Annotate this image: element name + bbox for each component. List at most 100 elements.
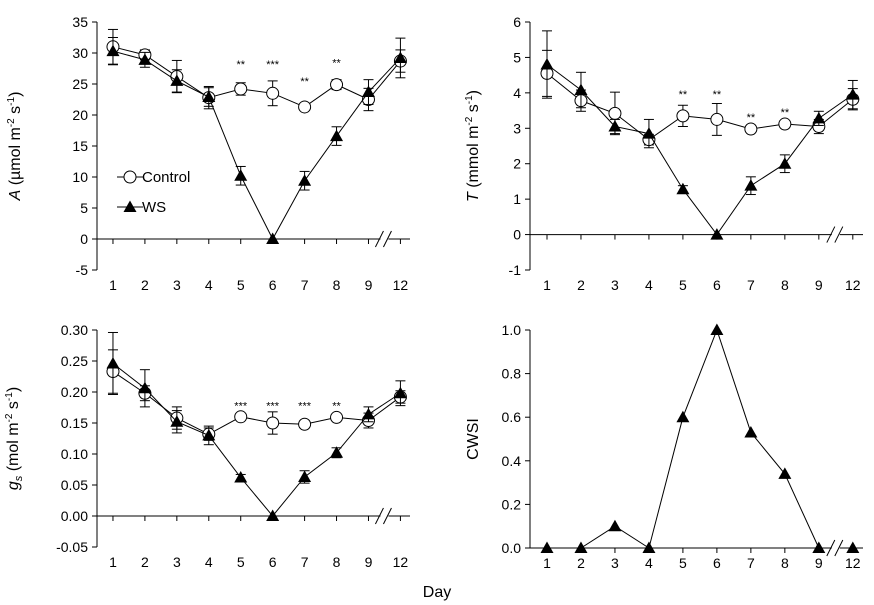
y-tick-label: 2: [513, 156, 521, 172]
control-point: [234, 82, 248, 96]
y-tick-label: 0.0: [502, 540, 522, 556]
axis-break-mark: [375, 507, 384, 525]
y-axis-label: gs (mol m-2 s-1): [4, 387, 25, 490]
x-tick-label: 12: [393, 554, 409, 570]
y-tick-label: 0.15: [61, 415, 88, 431]
legend-ws-marker: [123, 200, 137, 212]
x-tick-label: 7: [747, 277, 755, 293]
y-tick-label: -5: [76, 262, 89, 278]
significance-label: ***: [266, 400, 280, 412]
x-tick-label: 6: [713, 277, 721, 293]
control-point: [744, 122, 758, 136]
y-tick-label: 3: [513, 120, 521, 136]
ws-point: [812, 541, 826, 553]
x-tick-label: 7: [301, 277, 309, 293]
y-tick-label: 0.8: [502, 366, 522, 382]
ws-point: [393, 386, 407, 399]
ws-point: [170, 74, 184, 86]
ws-point: [744, 179, 758, 191]
x-tick-label: 9: [815, 277, 823, 293]
x-tick-label: 4: [645, 277, 653, 293]
control-point: [298, 100, 312, 114]
significance-label: ***: [298, 400, 312, 412]
control-point: [608, 106, 622, 120]
x-tick-label: 12: [393, 277, 409, 293]
x-tick-label: 8: [781, 555, 789, 571]
ws-point: [710, 323, 724, 335]
ws-point: [361, 407, 375, 420]
y-tick-label: 0: [513, 227, 521, 243]
x-axis-label: Day: [423, 584, 451, 601]
x-tick-label: 1: [543, 277, 551, 293]
ws-point: [138, 381, 152, 394]
significance-label: ***: [266, 59, 280, 71]
x-tick-label: 3: [611, 277, 619, 293]
x-tick-label: 7: [301, 554, 309, 570]
x-tick-label: 6: [269, 554, 277, 570]
significance-label: **: [332, 58, 341, 70]
x-tick-label: 12: [845, 555, 861, 571]
x-tick-label: 4: [645, 555, 653, 571]
x-tick-label: 8: [333, 554, 341, 570]
y-tick-label: 6: [513, 14, 521, 30]
ws-series-line: [112, 50, 401, 241]
y-tick-label: 1.0: [502, 322, 522, 338]
ws-point: [202, 90, 216, 103]
axis-break-mark: [826, 226, 836, 243]
y-tick-label: 1: [513, 191, 521, 207]
ws-series-line: [546, 328, 820, 549]
y-tick-label: 4: [513, 85, 521, 101]
x-tick-label: 8: [333, 277, 341, 293]
ws-point: [676, 182, 690, 195]
y-axis-label: T (mmol m-2 s-1): [464, 90, 482, 202]
ws-point: [106, 44, 120, 57]
y-axis-label: CWSI: [465, 418, 482, 460]
x-tick-label: 5: [679, 277, 687, 293]
ws-point: [266, 232, 280, 244]
y-tick-label: 0.2: [502, 496, 522, 512]
control-point: [778, 117, 792, 131]
x-tick-label: 2: [577, 555, 585, 571]
x-tick-label: 6: [269, 277, 277, 293]
x-tick-label: 1: [109, 277, 117, 293]
x-tick-label: 1: [109, 554, 117, 570]
x-tick-label: 7: [747, 555, 755, 571]
x-tick-label: 2: [141, 277, 149, 293]
y-tick-label: 0.4: [502, 453, 522, 469]
control-point: [676, 109, 690, 123]
y-tick-label: 30: [72, 45, 88, 61]
ws-point: [676, 410, 690, 423]
ws-point: [812, 111, 826, 124]
axis-break-mark: [383, 230, 392, 248]
ws-series-line: [546, 64, 854, 236]
control-series-line: [112, 46, 401, 108]
ws-point: [744, 425, 758, 438]
significance-label: ***: [234, 400, 248, 412]
ws-point: [234, 169, 248, 181]
significance-label: **: [300, 76, 309, 88]
y-tick-label: 15: [72, 138, 88, 154]
ws-series-line: [112, 363, 401, 517]
x-tick-label: 6: [713, 555, 721, 571]
significance-label: **: [781, 107, 790, 119]
significance-label: **: [747, 112, 756, 124]
ws-point: [608, 519, 622, 532]
significance-label: **: [679, 89, 688, 101]
ws-point: [608, 120, 622, 132]
control-point: [330, 78, 344, 92]
ws-point: [330, 446, 344, 458]
ws-point: [778, 157, 792, 169]
panel-stomatal-conductance: -0.050.000.050.100.150.200.250.301 2 3 4 5 6 7…: [4, 322, 410, 570]
axis-break-mark: [834, 539, 844, 557]
y-axis-label: A (µmol m-2 s-1): [6, 92, 24, 202]
x-tick-label: 4: [205, 554, 213, 570]
x-tick-label: 3: [173, 554, 181, 570]
significance-label: **: [713, 89, 722, 101]
control-series-line: [112, 371, 401, 435]
ws-point: [574, 83, 588, 96]
x-tick-label: 12: [845, 277, 861, 293]
control-point: [330, 410, 344, 424]
y-tick-label: 5: [80, 200, 88, 216]
y-tick-label: 0: [80, 231, 88, 247]
